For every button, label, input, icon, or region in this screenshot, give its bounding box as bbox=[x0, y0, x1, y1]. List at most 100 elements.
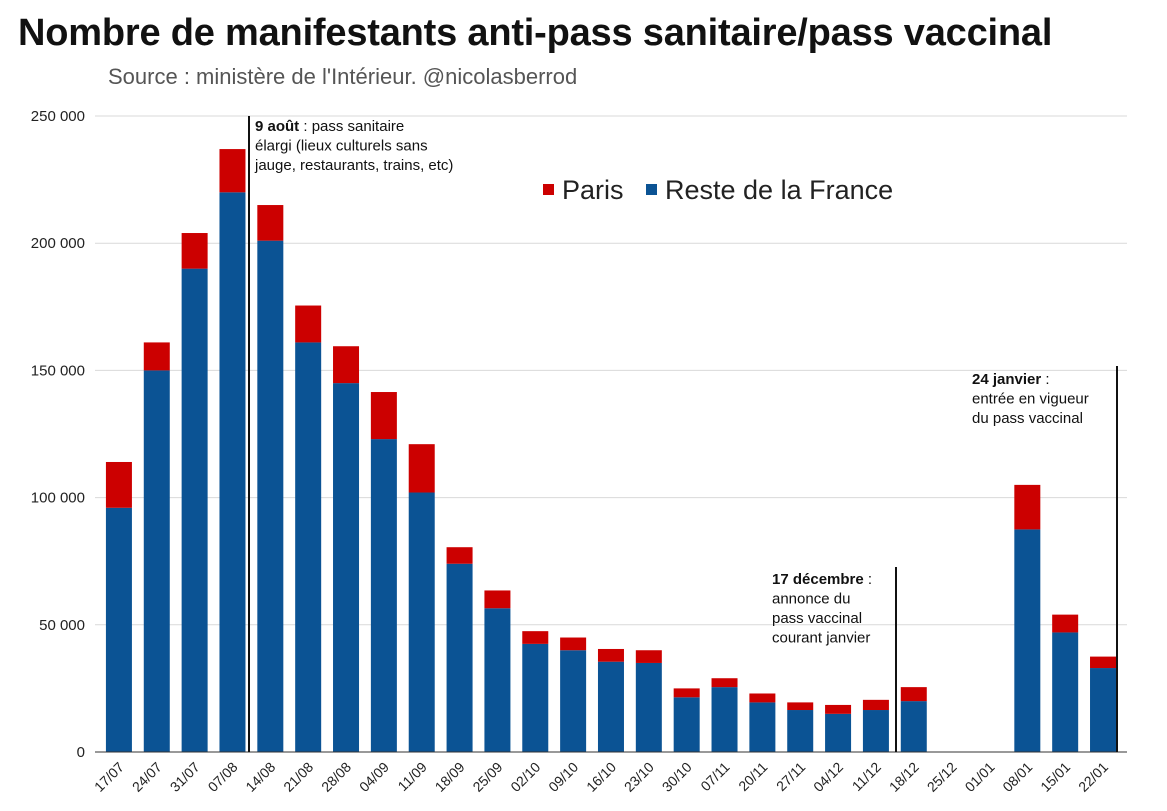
bar-reste-de-la-france bbox=[787, 710, 814, 752]
bar-reste-de-la-france bbox=[105, 507, 132, 752]
bar-reste-de-la-france bbox=[181, 268, 208, 752]
bar-paris bbox=[560, 637, 587, 651]
bar-paris bbox=[711, 678, 738, 688]
x-tick-label: 14/08 bbox=[242, 759, 278, 795]
bar-reste-de-la-france bbox=[673, 697, 700, 752]
bar-reste-de-la-france bbox=[333, 383, 360, 752]
x-tick-label: 25/09 bbox=[469, 759, 505, 795]
bar-paris bbox=[408, 444, 435, 493]
x-tick-label: 28/08 bbox=[318, 759, 354, 795]
x-tick-label: 16/10 bbox=[583, 759, 619, 795]
bar-paris bbox=[370, 392, 397, 440]
x-tick-label: 11/09 bbox=[394, 759, 430, 795]
bar-reste-de-la-france bbox=[862, 710, 889, 752]
annotation-text: entrée en vigueur bbox=[972, 391, 1089, 408]
bar-paris bbox=[105, 461, 132, 508]
chart-title: Nombre de manifestants anti-pass sanitai… bbox=[18, 12, 1053, 54]
bar-reste-de-la-france bbox=[1052, 632, 1079, 752]
bar-paris bbox=[333, 346, 360, 384]
x-tick-label: 17/07 bbox=[91, 759, 127, 795]
bar-reste-de-la-france bbox=[560, 650, 587, 752]
bar-reste-de-la-france bbox=[711, 687, 738, 752]
x-tick-label: 02/10 bbox=[507, 759, 543, 795]
x-tick-label: 25/12 bbox=[924, 759, 960, 795]
bar-paris bbox=[749, 693, 776, 703]
bar-reste-de-la-france bbox=[408, 492, 435, 752]
bar-paris bbox=[257, 205, 284, 241]
x-tick-label: 09/10 bbox=[545, 759, 581, 795]
y-tick-label: 200 000 bbox=[31, 235, 85, 252]
x-tick-label: 22/01 bbox=[1075, 759, 1111, 795]
annotation-text: jauge, restaurants, trains, etc) bbox=[254, 157, 453, 174]
x-tick-label: 04/09 bbox=[356, 759, 392, 795]
bar-reste-de-la-france bbox=[749, 702, 776, 752]
bar-paris bbox=[900, 687, 927, 702]
bar-reste-de-la-france bbox=[522, 643, 549, 752]
annotation-heading: 9 août : pass sanitaire bbox=[255, 118, 404, 135]
legend-label-reste: Reste de la France bbox=[665, 175, 893, 205]
bar-reste-de-la-france bbox=[219, 192, 246, 752]
bar-paris bbox=[1014, 484, 1041, 530]
y-tick-label: 150 000 bbox=[31, 362, 85, 379]
bar-reste-de-la-france bbox=[370, 439, 397, 752]
bar-paris bbox=[597, 648, 624, 662]
x-tick-label: 11/12 bbox=[849, 759, 885, 795]
bar-paris bbox=[635, 650, 662, 663]
x-tick-label: 18/09 bbox=[432, 759, 468, 795]
annotation-text: du pass vaccinal bbox=[972, 410, 1083, 427]
bar-reste-de-la-france bbox=[257, 240, 284, 752]
bar-paris bbox=[522, 631, 549, 644]
bar-reste-de-la-france bbox=[143, 370, 170, 752]
bar-reste-de-la-france bbox=[484, 608, 511, 752]
bar-reste-de-la-france bbox=[295, 342, 322, 752]
bar-paris bbox=[181, 233, 208, 269]
x-tick-label: 04/12 bbox=[810, 759, 846, 795]
x-tick-label: 18/12 bbox=[886, 759, 922, 795]
bar-paris bbox=[143, 342, 170, 371]
x-tick-label: 07/08 bbox=[205, 759, 241, 795]
x-tick-label: 07/11 bbox=[697, 759, 733, 795]
bar-paris bbox=[1090, 656, 1117, 669]
x-tick-label: 15/01 bbox=[1037, 759, 1073, 795]
bar-paris bbox=[446, 547, 473, 564]
y-tick-label: 100 000 bbox=[31, 490, 85, 507]
bar-paris bbox=[787, 702, 814, 711]
y-tick-label: 50 000 bbox=[39, 617, 85, 634]
x-tick-label: 27/11 bbox=[773, 759, 809, 795]
legend-swatch-reste bbox=[646, 184, 657, 195]
bar-reste-de-la-france bbox=[635, 662, 662, 752]
bar-reste-de-la-france bbox=[446, 563, 473, 752]
bar-paris bbox=[862, 699, 889, 711]
annotation-heading: 24 janvier : bbox=[972, 371, 1050, 388]
bar-paris bbox=[1052, 614, 1079, 633]
legend-label-paris: Paris bbox=[562, 175, 624, 205]
bar-reste-de-la-france bbox=[900, 701, 927, 752]
x-tick-label: 08/01 bbox=[999, 759, 1035, 795]
y-tick-label: 0 bbox=[77, 744, 85, 761]
bar-paris bbox=[295, 305, 322, 343]
annotation-text: courant janvier bbox=[772, 630, 870, 647]
bar-reste-de-la-france bbox=[1090, 668, 1117, 752]
x-tick-label: 31/07 bbox=[167, 759, 203, 795]
x-tick-label: 20/11 bbox=[735, 759, 771, 795]
x-tick-label: 01/01 bbox=[962, 759, 998, 795]
annotation-text: pass vaccinal bbox=[772, 610, 862, 627]
bar-reste-de-la-france bbox=[597, 661, 624, 752]
bar-reste-de-la-france bbox=[1014, 529, 1041, 752]
annotation-text: annonce du bbox=[772, 591, 850, 608]
bar-reste-de-la-france bbox=[825, 713, 852, 752]
bar-paris bbox=[219, 149, 246, 193]
bar-paris bbox=[673, 688, 700, 698]
x-tick-label: 30/10 bbox=[659, 759, 695, 795]
bar-paris bbox=[484, 590, 511, 609]
annotation-text: élargi (lieux culturels sans bbox=[255, 138, 428, 155]
legend-swatch-paris bbox=[543, 184, 554, 195]
y-tick-label: 250 000 bbox=[31, 108, 85, 125]
x-tick-label: 23/10 bbox=[621, 759, 657, 795]
x-tick-label: 24/07 bbox=[129, 759, 165, 795]
annotation-heading: 17 décembre : bbox=[772, 571, 872, 588]
chart-subtitle: Source : ministère de l'Intérieur. @nico… bbox=[108, 64, 578, 89]
x-tick-label: 21/08 bbox=[280, 759, 316, 795]
bar-paris bbox=[825, 704, 852, 714]
